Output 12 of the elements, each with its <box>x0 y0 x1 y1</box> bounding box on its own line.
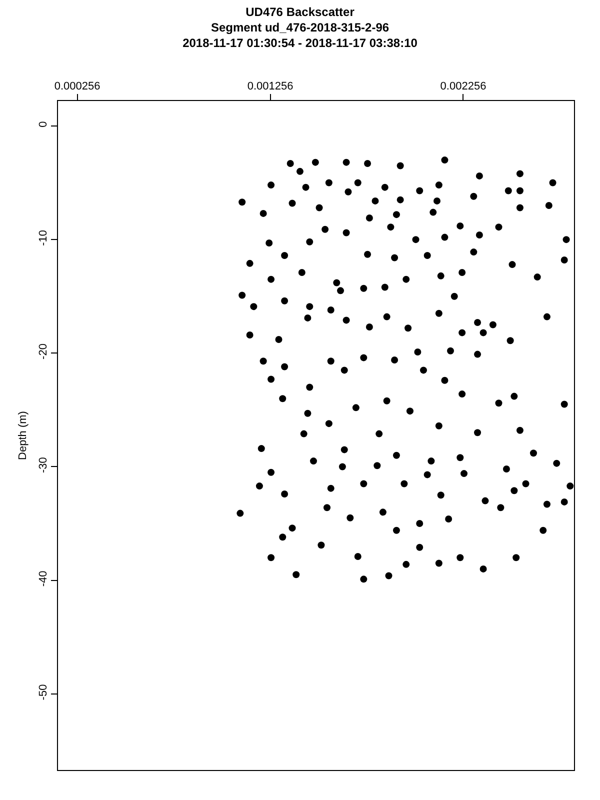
y-tick-label: -30 <box>38 457 50 474</box>
y-tick-label: 0 <box>38 121 50 128</box>
x-tick-label: 0.002256 <box>440 80 486 93</box>
x-tick-label: 0.001256 <box>247 80 294 93</box>
x-tick-label: 0.000256 <box>54 80 100 93</box>
y-tick-label: -40 <box>38 570 50 587</box>
y-tick-label: -50 <box>38 684 50 700</box>
chart-title: UD476 Backscatter <box>246 5 355 19</box>
chart-subtitle: Segment ud_476-2018-315-2-96 2018-11-17 01:30:54 - 2018-11-17 03:38:10 <box>182 20 418 50</box>
y-axis-title: Depth (m) <box>17 411 30 460</box>
y-tick-label: -10 <box>38 230 50 246</box>
y-tick-label: -20 <box>38 344 50 360</box>
